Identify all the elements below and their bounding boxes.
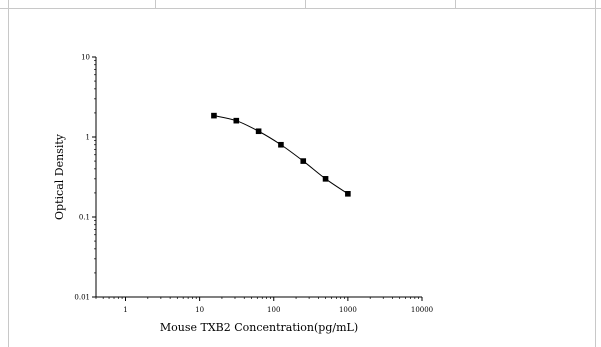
- y-axis-title: Optical Density: [53, 133, 66, 220]
- y-ticks: 10 1 0.1 0.01: [74, 54, 96, 302]
- y-tick-label: 0.01: [74, 294, 90, 302]
- x-tick-label: 100: [267, 306, 280, 314]
- series-line: [213, 115, 349, 195]
- y-tick-label: 0.1: [79, 214, 90, 222]
- data-point-marker: [211, 112, 217, 119]
- data-point-marker: [322, 176, 329, 182]
- data-point-marker: [300, 158, 307, 164]
- data-point-marker: [345, 191, 351, 197]
- data-point-marker: [255, 128, 262, 135]
- plot-area: 10 1 0.1 0.01 1 10 100 1000 10000: [74, 54, 433, 315]
- x-tick-label: 10: [195, 306, 204, 314]
- x-ticks: 1 10 100 1000 10000: [95, 297, 433, 314]
- data-point-marker: [278, 141, 284, 148]
- x-tick-label: 1000: [339, 306, 357, 314]
- y-tick-label: 10: [81, 54, 90, 62]
- x-axis-title: Mouse TXB2 Concentration(pg/mL): [160, 321, 358, 334]
- x-tick-label: 1: [123, 306, 127, 314]
- x-tick-label: 10000: [411, 306, 433, 314]
- data-point-marker: [233, 117, 240, 124]
- y-tick-label: 1: [86, 134, 90, 142]
- data-markers: [211, 112, 351, 197]
